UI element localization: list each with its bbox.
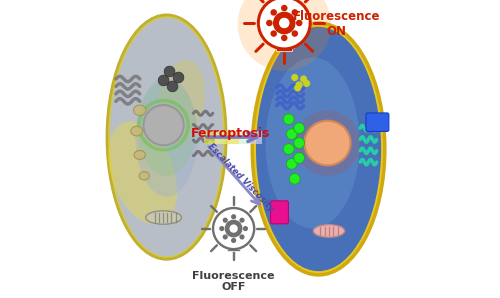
Circle shape: [270, 9, 277, 16]
Circle shape: [266, 20, 272, 26]
Circle shape: [238, 0, 331, 71]
Circle shape: [281, 5, 287, 11]
Ellipse shape: [108, 121, 178, 224]
Circle shape: [240, 234, 244, 240]
Circle shape: [231, 238, 236, 243]
Circle shape: [167, 81, 178, 92]
Ellipse shape: [304, 121, 350, 165]
Circle shape: [164, 66, 175, 77]
Circle shape: [224, 219, 243, 238]
Circle shape: [272, 11, 296, 35]
Ellipse shape: [158, 60, 205, 143]
Ellipse shape: [134, 105, 146, 116]
Ellipse shape: [134, 150, 145, 159]
Circle shape: [231, 214, 236, 219]
Circle shape: [296, 81, 302, 89]
Circle shape: [213, 208, 254, 249]
Circle shape: [292, 9, 298, 16]
Circle shape: [222, 218, 228, 223]
FancyBboxPatch shape: [204, 131, 216, 144]
FancyBboxPatch shape: [216, 131, 228, 144]
Circle shape: [303, 80, 310, 87]
Circle shape: [294, 123, 304, 134]
Circle shape: [300, 75, 307, 83]
Circle shape: [291, 74, 298, 81]
FancyBboxPatch shape: [272, 42, 296, 44]
Ellipse shape: [137, 80, 196, 176]
Ellipse shape: [256, 27, 381, 271]
Circle shape: [279, 18, 289, 28]
FancyArrowPatch shape: [206, 133, 256, 142]
FancyBboxPatch shape: [250, 131, 262, 144]
Polygon shape: [270, 36, 298, 44]
Circle shape: [258, 0, 310, 49]
Ellipse shape: [314, 225, 344, 237]
Circle shape: [294, 84, 302, 91]
Circle shape: [243, 226, 248, 231]
Ellipse shape: [136, 77, 198, 197]
FancyBboxPatch shape: [238, 131, 250, 144]
Circle shape: [270, 30, 277, 37]
Circle shape: [219, 226, 224, 231]
Ellipse shape: [110, 18, 223, 256]
Polygon shape: [222, 239, 245, 245]
Circle shape: [230, 224, 238, 233]
Ellipse shape: [107, 15, 226, 259]
FancyBboxPatch shape: [274, 45, 294, 48]
Circle shape: [284, 144, 294, 154]
FancyBboxPatch shape: [276, 48, 292, 51]
Circle shape: [284, 114, 294, 125]
Ellipse shape: [144, 105, 184, 145]
Circle shape: [292, 30, 298, 37]
Circle shape: [173, 72, 184, 83]
FancyBboxPatch shape: [227, 131, 239, 144]
Circle shape: [294, 153, 304, 163]
Circle shape: [294, 138, 304, 148]
Text: Fluorescence
OFF: Fluorescence OFF: [192, 271, 275, 292]
Ellipse shape: [146, 211, 182, 224]
Text: Fluorescence
ON: Fluorescence ON: [292, 10, 380, 38]
Circle shape: [286, 159, 297, 169]
FancyBboxPatch shape: [270, 201, 288, 224]
Ellipse shape: [294, 110, 360, 176]
FancyBboxPatch shape: [228, 249, 240, 251]
Circle shape: [222, 234, 228, 240]
Circle shape: [240, 218, 244, 223]
Ellipse shape: [252, 23, 385, 275]
Circle shape: [281, 35, 287, 41]
FancyArrowPatch shape: [208, 147, 260, 204]
Text: Escalated Viscosity: Escalated Viscosity: [206, 142, 276, 214]
Ellipse shape: [139, 172, 149, 180]
Circle shape: [158, 75, 169, 86]
Circle shape: [286, 129, 297, 139]
FancyBboxPatch shape: [366, 113, 389, 131]
Ellipse shape: [131, 126, 142, 136]
Ellipse shape: [266, 58, 360, 229]
FancyBboxPatch shape: [226, 246, 242, 248]
Circle shape: [290, 173, 300, 184]
Text: Ferroptosis: Ferroptosis: [191, 127, 270, 140]
Circle shape: [296, 20, 302, 26]
FancyBboxPatch shape: [224, 243, 243, 246]
